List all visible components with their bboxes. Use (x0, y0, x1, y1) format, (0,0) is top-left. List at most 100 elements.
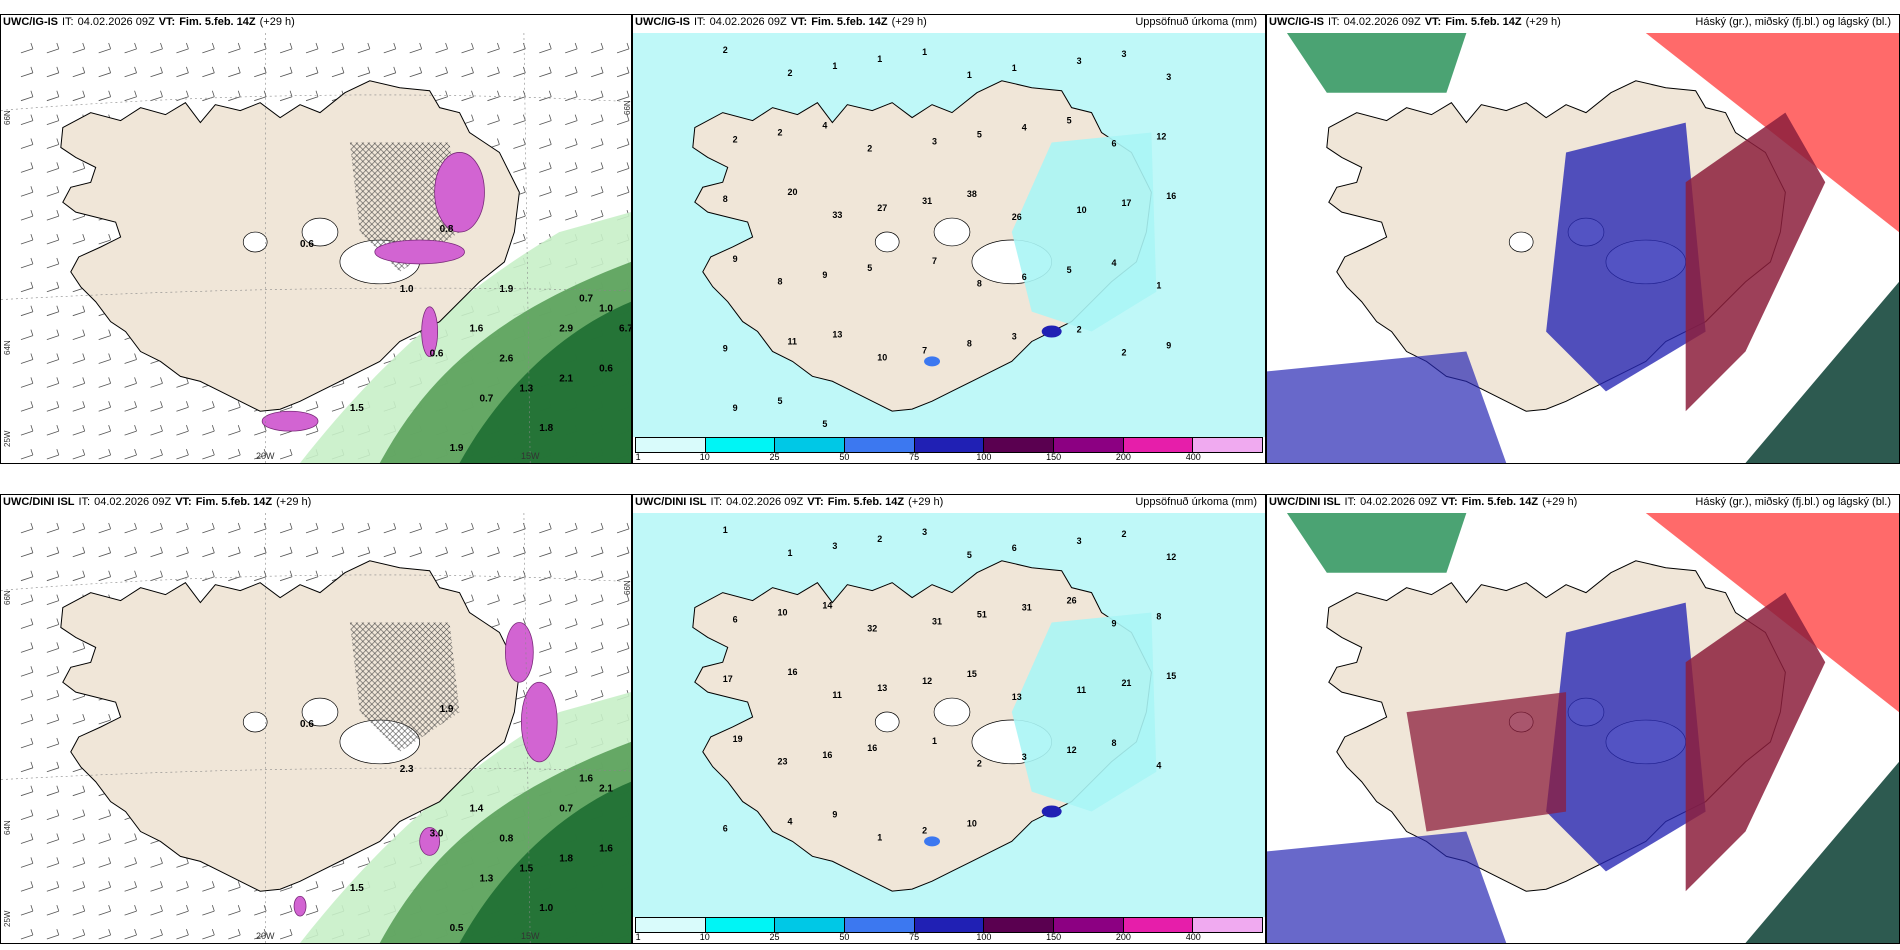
wind-barb (591, 594, 604, 605)
cloud-low (1685, 592, 1826, 892)
precip-value: 13 (832, 329, 842, 339)
lat-label: 25W (3, 430, 12, 447)
wind-barb (20, 833, 34, 844)
it-label: IT: (1344, 496, 1357, 508)
precip-value: 1.8 (559, 853, 573, 864)
wind-barb (305, 425, 319, 436)
precip-value: 12 (1156, 131, 1166, 141)
wind-barb (539, 642, 552, 653)
wind-barb (435, 522, 448, 534)
field-title: Uppsöfnuð úrkoma (mm) (1135, 16, 1257, 28)
wind-barb (565, 666, 578, 677)
wind-barb (46, 305, 60, 317)
precip-value: 5 (1067, 116, 1072, 126)
precip-value: 7 (932, 256, 937, 266)
wind-barb (487, 570, 500, 582)
vt-value: Fim. 5.feb. 14Z (811, 16, 888, 28)
wind-barb (20, 138, 34, 149)
wind-barb (72, 642, 86, 653)
wind-barb (357, 66, 371, 78)
wind-barb (20, 666, 34, 677)
precip-value: 2 (877, 534, 882, 544)
wind-barb (435, 42, 448, 54)
wind-barb (20, 281, 34, 293)
wind-barb (150, 905, 163, 916)
wind-barb (98, 809, 112, 820)
wind-barb (72, 162, 86, 173)
precip-value: 11 (1077, 685, 1086, 695)
wind-barb (565, 210, 578, 221)
wind-barb (98, 905, 112, 916)
wind-barb (513, 138, 526, 149)
wind-barb (98, 353, 112, 364)
wind-barb (72, 42, 86, 54)
wind-barb (124, 857, 137, 868)
legend-tick: 25 (769, 452, 780, 462)
wind-barb (72, 377, 86, 388)
precip-value: 2 (1121, 529, 1126, 539)
legend-swatch (1123, 918, 1194, 932)
wind-barb (565, 690, 578, 701)
wind-barb (150, 448, 163, 460)
wind-barb (150, 546, 163, 558)
wind-barb (487, 66, 500, 78)
precip-value: 16 (867, 743, 877, 753)
vt-label: VT: (807, 496, 824, 508)
lon-label: 15W (521, 931, 540, 941)
precip-value: 8 (977, 279, 982, 289)
wind-barb (46, 329, 60, 340)
precip-value: 2.1 (559, 373, 573, 384)
precip-value: 1 (877, 54, 882, 64)
map-area (1267, 513, 1899, 943)
wind-barb (616, 546, 630, 558)
wind-barb (20, 594, 34, 605)
wind-barb (72, 66, 86, 78)
map-area: 2 2 1 1 1 1 1 3 3 3 2 2 4 2 3 5 4 5 6 12 8 20 33 27 31 38 26 10 17 16… (633, 33, 1265, 437)
wind-barb (72, 833, 86, 844)
precip-legend: 1 10 25 50 75 100 150 200 400 (633, 917, 1265, 943)
legend-swatch (845, 438, 915, 452)
precip-value: 11 (832, 690, 841, 700)
wind-barb (202, 42, 215, 54)
precip-value: 13 (1012, 692, 1022, 702)
precip-value: 4 (822, 121, 827, 131)
wind-barb (331, 522, 345, 534)
wind-barb (383, 66, 397, 78)
snow-blob (374, 239, 465, 265)
legend-swatch (914, 438, 985, 452)
precip-value: 0.7 (579, 294, 593, 305)
map-area: 0.6 0.8 1.0 0.6 0.7 0.6 1.8 1.9 2.6 2.9 1.3 1.0 0.7 1… (1, 33, 631, 463)
legend-tick: 50 (839, 452, 850, 462)
precip-value: 8 (1156, 611, 1161, 621)
map-panel-dini-precip: UWC/DINI ISL IT: 04.02.2026 09Z VT: Fim.… (632, 494, 1266, 944)
wind-barb (357, 857, 371, 868)
precip-value: 6 (1111, 138, 1116, 148)
wind-barb (46, 186, 60, 197)
wind-barb (176, 66, 189, 78)
wind-barb (565, 546, 578, 558)
precip-value: 2 (922, 825, 927, 835)
vt-label: VT: (1441, 496, 1458, 508)
wind-barb (150, 90, 163, 102)
wind-barb (565, 138, 578, 149)
legend-swatch (705, 438, 776, 452)
it-value: 04.02.2026 09Z (77, 16, 155, 28)
wind-barb (305, 881, 319, 892)
wind-barb (513, 66, 526, 78)
wind-barb (46, 761, 60, 773)
precip-value: 1.3 (519, 383, 533, 394)
precip-core (1041, 805, 1062, 818)
precip-value: 1.5 (519, 863, 533, 874)
precip-value: 1.4 (470, 804, 484, 815)
wind-barb (565, 114, 578, 125)
wind-barb (565, 522, 578, 534)
wind-barb (513, 522, 526, 534)
panel-header: UWC/IG-IS IT: 04.02.2026 09Z VT: Fim. 5.… (3, 16, 627, 32)
wind-barb (46, 928, 60, 940)
wind-barb (176, 522, 189, 534)
precip-map: 1132356321261014323151312698171611131215… (633, 513, 1265, 917)
legend-swatch (1054, 438, 1124, 452)
precip-value: 1 (922, 47, 927, 57)
precip-value: 10 (967, 818, 977, 828)
wind-barb (176, 928, 189, 940)
